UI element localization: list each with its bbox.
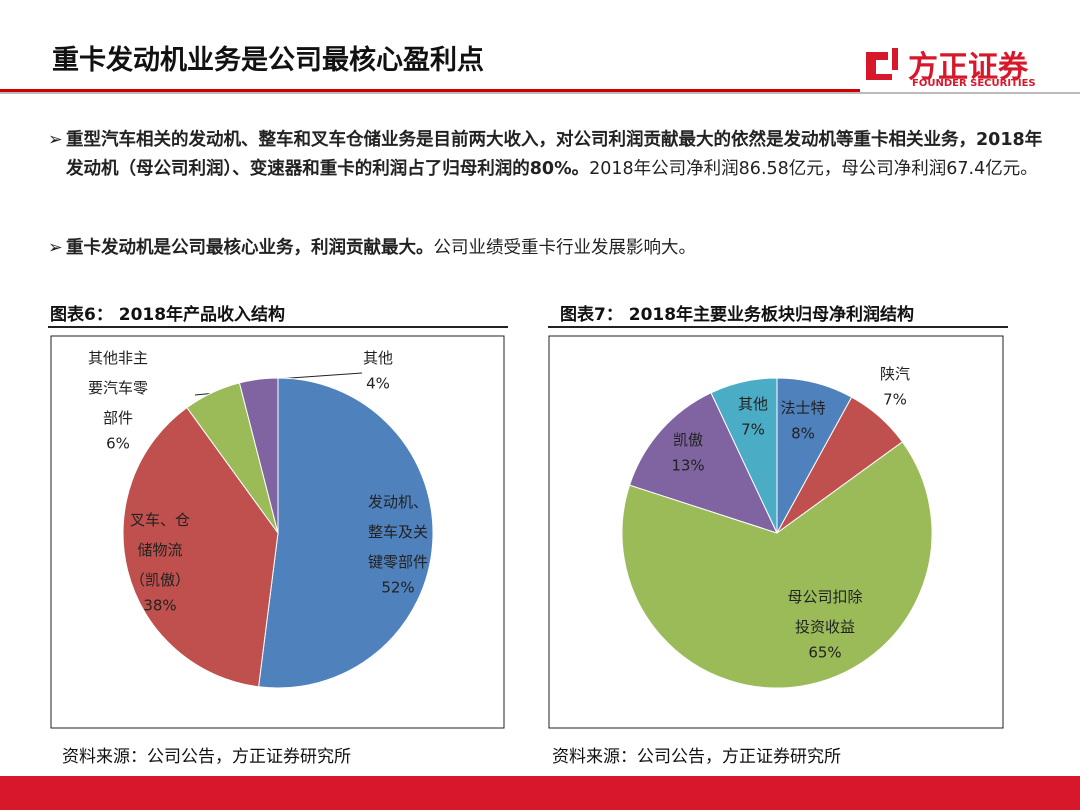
value-label: 4% — [366, 375, 390, 393]
slice-label: 其他非主要汽车零部件 — [88, 349, 148, 427]
source: 资料来源：公司公告，方正证券研究所 — [552, 747, 841, 767]
value-label: 7% — [883, 391, 907, 409]
pie-slice — [621, 441, 933, 689]
slice-label: 其他 — [363, 349, 393, 367]
pie-slice — [238, 377, 279, 534]
bullet-bold: 重卡发动机是公司最核心业务，利润贡献最大。 — [66, 238, 434, 258]
value-label: 8% — [791, 425, 815, 443]
pie-slice — [122, 406, 279, 688]
value-label: 13% — [671, 457, 704, 475]
slice-label: 叉车、仓储物流（凯傲） — [130, 511, 190, 589]
logo-sub: FOUNDER SECURITIES — [912, 78, 1036, 89]
bullet: 重型汽车相关的发动机、整车和叉车仓储业务是目前两大收入，对公司利润贡献最大的依然… — [48, 126, 1056, 184]
logo-icon — [866, 48, 898, 80]
bullet-text: 公司业绩受重卡行业发展影响大。 — [433, 238, 697, 258]
slice-label: 法士特 — [780, 399, 825, 417]
rule-red — [0, 89, 860, 92]
chart-frame — [50, 335, 505, 729]
title: 重卡发动机业务是公司最核心盈利点 — [52, 45, 484, 76]
value-label: 6% — [106, 435, 130, 453]
slice-label: 母公司扣除投资收益 — [787, 588, 862, 636]
slice-label: 发动机、整车及关键零部件 — [368, 493, 428, 571]
value-label: 52% — [381, 579, 414, 597]
slice-label: 其他 — [738, 395, 768, 413]
caption-rule — [48, 326, 508, 328]
source: 资料来源：公司公告，方正证券研究所 — [62, 747, 351, 767]
bullet-text: 2018年公司净利润86.58亿元，母公司净利润67.4亿元。 — [589, 159, 1038, 179]
value-label: 38% — [143, 597, 176, 615]
chart-frame — [548, 335, 1004, 729]
figure-caption: 图表6： 2018年产品收入结构 — [50, 305, 286, 325]
slice-label: 凯傲 — [673, 431, 703, 449]
bullet: 重卡发动机是公司最核心业务，利润贡献最大。公司业绩受重卡行业发展影响大。 — [48, 234, 1056, 263]
rule — [0, 92, 1080, 94]
bullet-bold: 重型汽车相关的发动机、整车和叉车仓储业务是目前两大收入，对公司利润贡献最大的依然… — [66, 130, 1043, 179]
value-label: 65% — [808, 644, 841, 662]
caption-rule — [548, 326, 1008, 328]
pie-slice — [628, 392, 778, 534]
logo: 方正证券 — [908, 50, 1028, 85]
pie-slice — [710, 377, 778, 534]
figure-caption: 图表7： 2018年主要业务板块归母净利润结构 — [560, 305, 915, 325]
value-label: 7% — [741, 421, 765, 439]
slice-label: 陕汽 — [880, 365, 910, 383]
footer-band — [0, 776, 1080, 810]
pie-slice — [258, 377, 434, 689]
